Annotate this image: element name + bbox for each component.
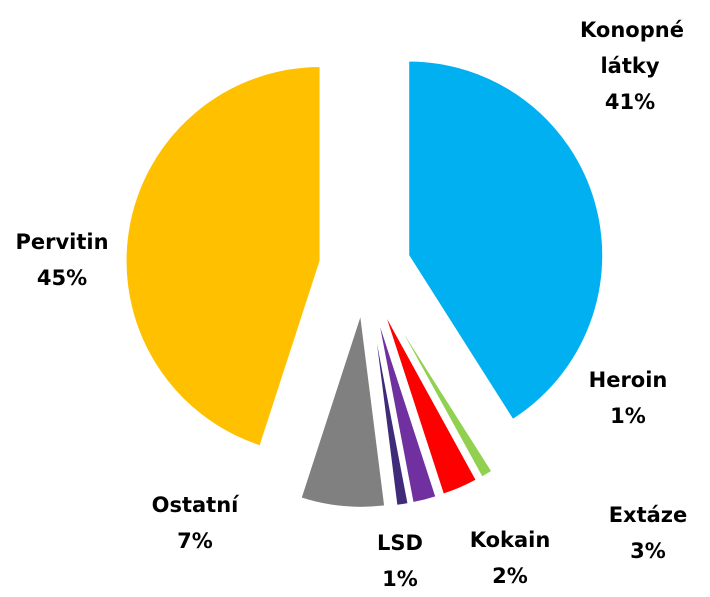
- category-label: Extáze: [608, 503, 688, 527]
- category-label: Pervitin: [15, 230, 109, 254]
- pie-slice: [381, 308, 479, 497]
- pie-slice: [371, 312, 410, 508]
- value-label: 41%: [604, 90, 656, 114]
- pie-slice: [387, 306, 494, 479]
- value-label: 1%: [610, 404, 646, 428]
- pie-slice: [375, 311, 438, 505]
- slice-label: Konopné látky 41%: [580, 12, 684, 120]
- value-label: 2%: [492, 564, 528, 588]
- value-label: 45%: [36, 266, 88, 290]
- pie-slice: [407, 59, 605, 422]
- category-label: Konopné látky: [580, 18, 684, 78]
- value-label: 3%: [630, 539, 666, 563]
- slice-label: LSD 1%: [360, 525, 440, 597]
- value-label: 1%: [382, 567, 418, 591]
- slice-label: Kokain 2%: [440, 522, 580, 594]
- category-label: Ostatní: [151, 493, 239, 517]
- category-label: Heroin: [588, 368, 668, 392]
- category-label: LSD: [377, 531, 423, 555]
- category-label: Kokain: [469, 528, 551, 552]
- pie-slice: [299, 312, 387, 509]
- slice-label: Extáze 3%: [578, 497, 710, 569]
- value-label: 7%: [177, 529, 213, 553]
- pie-slice: [124, 64, 322, 448]
- slice-label: Ostatní 7%: [125, 487, 265, 559]
- slice-label: Heroin 1%: [558, 362, 698, 434]
- slice-label: Pervitin 45%: [0, 224, 132, 296]
